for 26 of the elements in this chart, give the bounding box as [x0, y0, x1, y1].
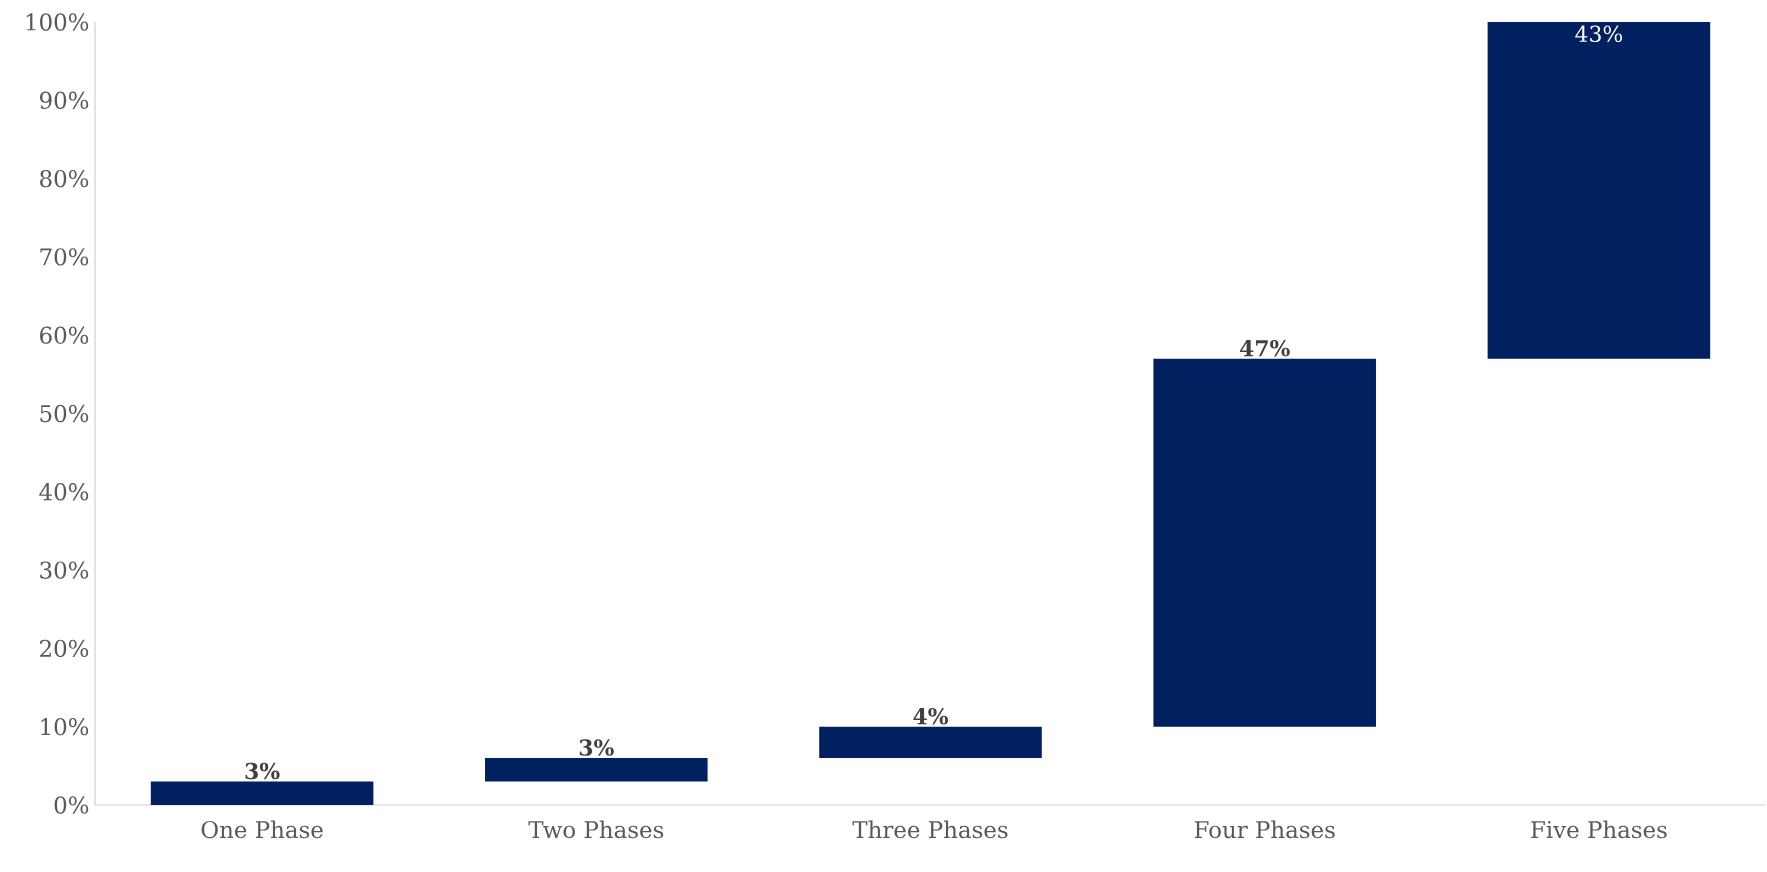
x-tick-label: Four Phases: [1194, 820, 1335, 839]
bar: [1487, 21, 1711, 359]
data-label: 47%: [1239, 339, 1290, 357]
data-label: 3%: [245, 762, 280, 780]
y-tick-label: 40%: [39, 483, 89, 501]
y-tick-label: 50%: [40, 404, 89, 423]
data-label: 3%: [579, 739, 614, 756]
y-tick-label: 10%: [41, 718, 89, 736]
data-label: 4%: [913, 707, 949, 725]
bar: [485, 758, 708, 782]
bar: [1153, 358, 1376, 727]
y-tick-label: 60%: [40, 326, 89, 344]
y-tick-label: 0%: [54, 796, 89, 814]
y-tick-label: 30%: [40, 561, 89, 579]
y-tick-label: 70%: [40, 248, 89, 266]
bar: [150, 781, 374, 805]
y-tick-label: 90%: [39, 91, 89, 109]
y-tick-label: 20%: [40, 639, 89, 658]
x-tick-label: One Phase: [201, 820, 323, 839]
x-tick-label: Five Phases: [1531, 820, 1667, 839]
x-tick-label: Two Phases: [528, 820, 664, 839]
x-tick-label: Three Phases: [852, 820, 1008, 839]
bar: [819, 726, 1042, 759]
y-tick-label: 80%: [40, 169, 89, 188]
y-tick-label: 100%: [26, 13, 89, 31]
data-label: 43%: [1575, 25, 1623, 43]
